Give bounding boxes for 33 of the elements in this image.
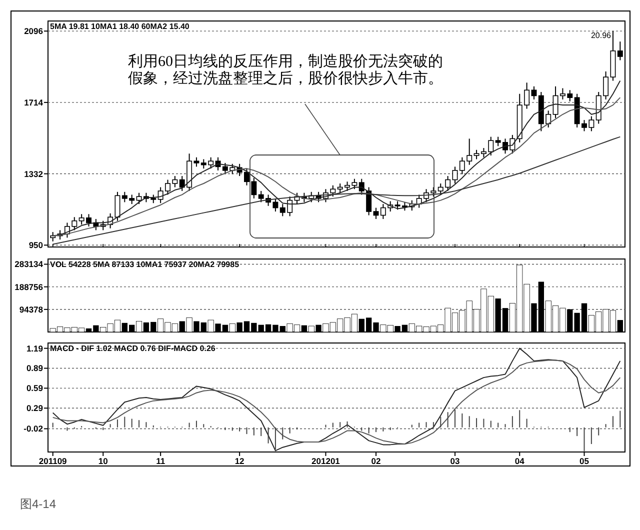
- caption: 图4-14: [20, 497, 56, 511]
- y-tick-label: 2096: [24, 26, 44, 36]
- annotation: VOL 54228 5MA 87133 10MA1 75937 20MA2 79985: [50, 260, 240, 269]
- y-tick-label: 0.29: [26, 403, 44, 414]
- y-tick-label: -0.02: [24, 424, 44, 434]
- line-series: [52, 360, 621, 445]
- candlestick: [452, 166, 458, 184]
- x-tick-label: 201109: [38, 456, 68, 466]
- x-tick-label: 03: [450, 456, 460, 466]
- x-tick-label: 10: [98, 456, 108, 466]
- y-tick-label: 188756: [14, 282, 44, 292]
- y-tick-label: 283134: [14, 259, 44, 270]
- y-tick-label: 1714: [24, 97, 44, 108]
- y-tick-label: 950: [28, 240, 44, 250]
- annotation: 5MA 19.81 10MA1 18.40 60MA2 15.40: [50, 22, 190, 31]
- y-tick-label: 1.19: [26, 343, 44, 354]
- annotation: 20.96: [590, 31, 612, 40]
- y-tick-label: 0.59: [26, 383, 44, 394]
- annotation: MACD - DIF 1.02 MACD 0.76 DIF-MACD 0.26: [50, 344, 216, 353]
- x-tick-label: 12: [234, 456, 245, 466]
- x-tick-label: 04: [514, 456, 525, 466]
- x-tick-label: 201201: [312, 456, 340, 466]
- y-tick-label: 94378: [19, 304, 44, 314]
- x-tick-label: 11: [156, 456, 166, 466]
- x-tick-label: 02: [371, 456, 381, 466]
- y-tick-label: 0.89: [26, 363, 44, 374]
- line-series: [52, 136, 621, 245]
- y-tick-label: 1332: [24, 168, 44, 179]
- x-tick-label: 05: [580, 456, 590, 466]
- annotation: 假象，经过洗盘整理之后，股价很快步入牛市。: [128, 70, 443, 87]
- annotation: 利用60日均线的反压作用，制造股价无法突破的: [128, 53, 443, 70]
- candlestick: [373, 207, 379, 220]
- candlestick: [617, 41, 623, 61]
